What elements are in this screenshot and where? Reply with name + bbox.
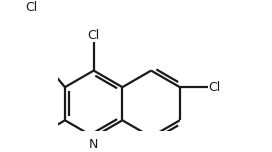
Text: Cl: Cl (209, 81, 221, 94)
Text: Cl: Cl (26, 1, 38, 14)
Text: N: N (89, 138, 98, 151)
Text: Cl: Cl (88, 29, 100, 41)
